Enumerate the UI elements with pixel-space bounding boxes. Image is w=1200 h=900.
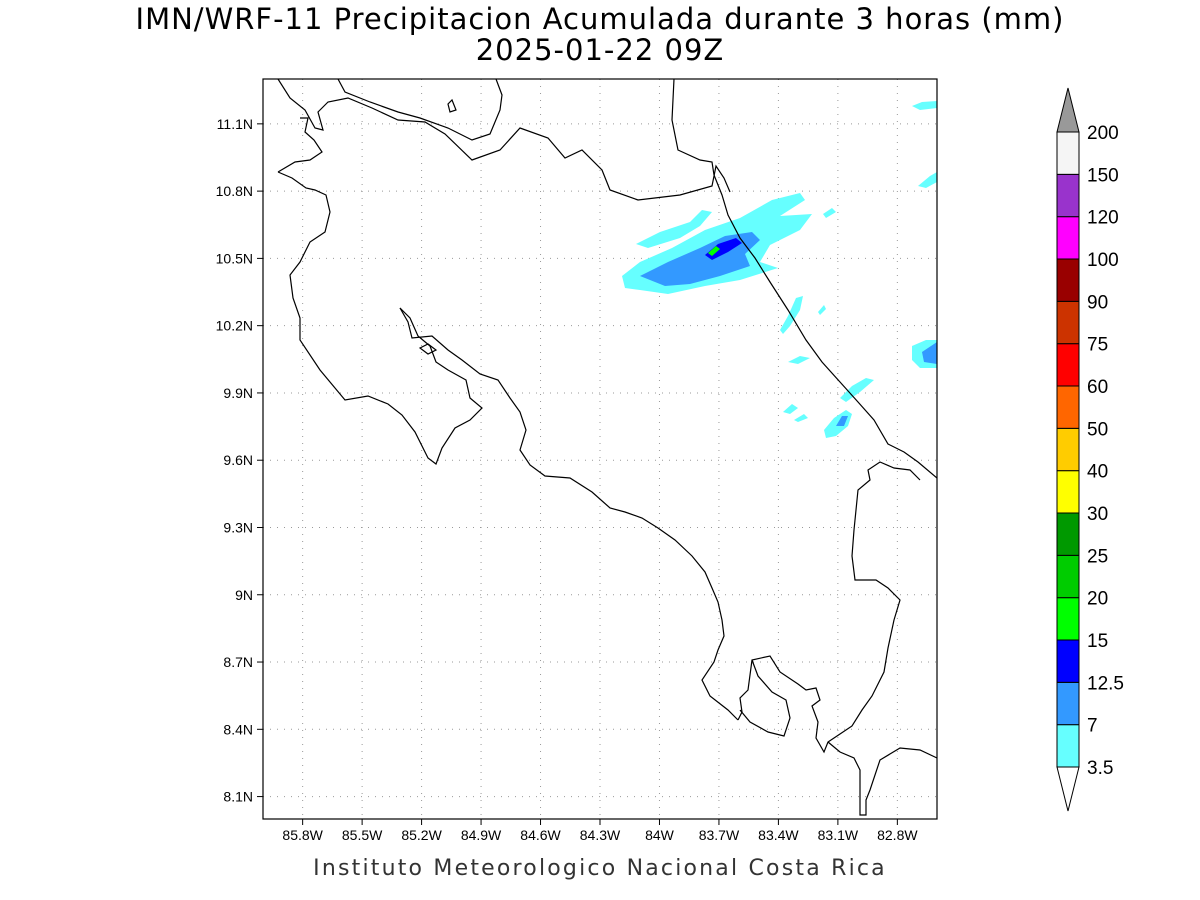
lon-tick-label: 85.2W <box>401 827 442 843</box>
lat-tick-label: 9.6N <box>223 452 253 468</box>
lon-tick-label: 85.8W <box>282 827 323 843</box>
colorbar-segment <box>1056 681 1080 726</box>
credit-footer: Instituto Meteorologico Nacional Costa R… <box>313 856 887 881</box>
lon-tick-label: 84.3W <box>580 827 621 843</box>
colorbar-segment <box>1056 597 1080 641</box>
map-title: IMN/WRF-11 Precipitacion Acumulada duran… <box>135 2 1065 36</box>
colorbar-label: 200 <box>1087 123 1119 144</box>
lat-tick-label: 8.7N <box>223 654 253 670</box>
colorbar-under-arrow <box>1056 766 1080 812</box>
lake-nicaragua-shore <box>337 79 503 141</box>
colorbar-segment <box>1056 173 1080 218</box>
colorbar-label: 75 <box>1087 335 1108 356</box>
pacific-coast-north <box>277 117 323 173</box>
lon-tick-label: 84.6W <box>520 827 561 843</box>
precip-area-3.5 <box>783 404 798 414</box>
colorbar-label: 20 <box>1087 589 1108 610</box>
nicoya-gulf-coast <box>399 307 739 721</box>
golfo-dulce <box>739 659 791 737</box>
precip-area-3.5 <box>794 414 808 422</box>
osa-peninsula <box>737 461 921 754</box>
lat-tick-label: 10.2N <box>216 318 253 334</box>
map-frame <box>262 78 938 820</box>
colorbar-segment <box>1056 427 1080 472</box>
colorbar-over-arrow <box>1056 87 1080 133</box>
chira-island <box>418 343 438 355</box>
lon-tick-label: 84W <box>645 827 675 843</box>
precipitation-colorbar: 3.5 7 12.5 15 20 25 30 40 50 60 75 90 100 120 150 200 <box>1056 87 1124 812</box>
nicaragua-border <box>277 79 731 201</box>
colorbar-label: 120 <box>1087 208 1119 229</box>
colorbar-segment <box>1056 385 1080 429</box>
colorbar-segment <box>1056 639 1080 683</box>
precip-area-3.5 <box>823 208 836 218</box>
lat-tick-label: 10.5N <box>216 250 253 266</box>
colorbar-segment <box>1056 512 1080 556</box>
colorbar-label: 7 <box>1087 716 1098 737</box>
colorbar-segment <box>1056 258 1080 302</box>
colorbar-segment <box>1056 470 1080 514</box>
lon-tick-label: 85.5W <box>342 827 383 843</box>
map-grid <box>263 79 937 819</box>
colorbar-segment <box>1056 216 1080 260</box>
precip-area-7 <box>836 416 848 426</box>
colorbar-label: 3.5 <box>1087 758 1113 779</box>
precip-area-3.5 <box>788 356 810 364</box>
colorbar-label: 150 <box>1087 165 1119 186</box>
colorbar-label: 12.5 <box>1087 673 1124 694</box>
precip-area-12.5 <box>705 238 742 260</box>
precip-area-3.5 <box>912 101 937 110</box>
lat-tick-label: 8.1N <box>223 789 253 805</box>
precip-area-15 <box>708 246 720 256</box>
colorbar-label: 25 <box>1087 546 1108 567</box>
colorbar-label: 60 <box>1087 377 1108 398</box>
lon-tick-label: 82.8W <box>877 827 918 843</box>
lat-tick-label: 8.4N <box>223 721 253 737</box>
lon-tick-label: 84.9W <box>461 827 502 843</box>
colorbar-label: 40 <box>1087 462 1108 483</box>
lon-tick-label: 83.1W <box>818 827 859 843</box>
colorbar-segment <box>1056 554 1080 599</box>
pacific-coast-guanacaste <box>277 171 483 465</box>
colorbar-label: 30 <box>1087 504 1108 525</box>
colorbar-label: 90 <box>1087 292 1108 313</box>
lon-tick-label: 83.7W <box>699 827 740 843</box>
burica-point <box>827 741 937 816</box>
precip-area-3.5 <box>840 378 874 402</box>
colorbar-segment <box>1056 131 1080 175</box>
colorbar-segment <box>1056 724 1080 768</box>
lon-tick-label: 83.4W <box>758 827 799 843</box>
precip-area-7 <box>922 342 937 364</box>
lake-island <box>447 98 457 113</box>
precip-area-3.5 <box>636 210 712 248</box>
lat-tick-label: 9N <box>235 587 253 603</box>
precip-area-3.5 <box>918 172 937 188</box>
lat-tick-label: 9.3N <box>223 519 253 535</box>
colorbar-label: 50 <box>1087 419 1108 440</box>
colorbar-segment <box>1056 343 1080 387</box>
precip-area-3.5 <box>818 305 826 315</box>
caribbean-coast <box>671 79 937 479</box>
colorbar-label: 100 <box>1087 250 1119 271</box>
longitude-axis: 85.8W 85.5W 85.2W 84.9W 84.6W 84.3W 84W 83.7W 83… <box>282 819 918 843</box>
precipitation-field <box>622 101 937 438</box>
coastlines-borders <box>277 79 937 816</box>
colorbar-segment <box>1056 300 1080 345</box>
lat-tick-label: 10.8N <box>216 183 253 199</box>
lat-tick-label: 11.1N <box>217 116 253 132</box>
colorbar-label: 15 <box>1087 631 1108 652</box>
map-subtitle-datetime: 2025-01-22 09Z <box>475 33 725 67</box>
latitude-axis: 11.1N 10.8N 10.5N 10.2N 9.9N 9.6N 9.3N 9N 8.7N 8.… <box>216 116 263 805</box>
lat-tick-label: 9.9N <box>223 385 253 401</box>
